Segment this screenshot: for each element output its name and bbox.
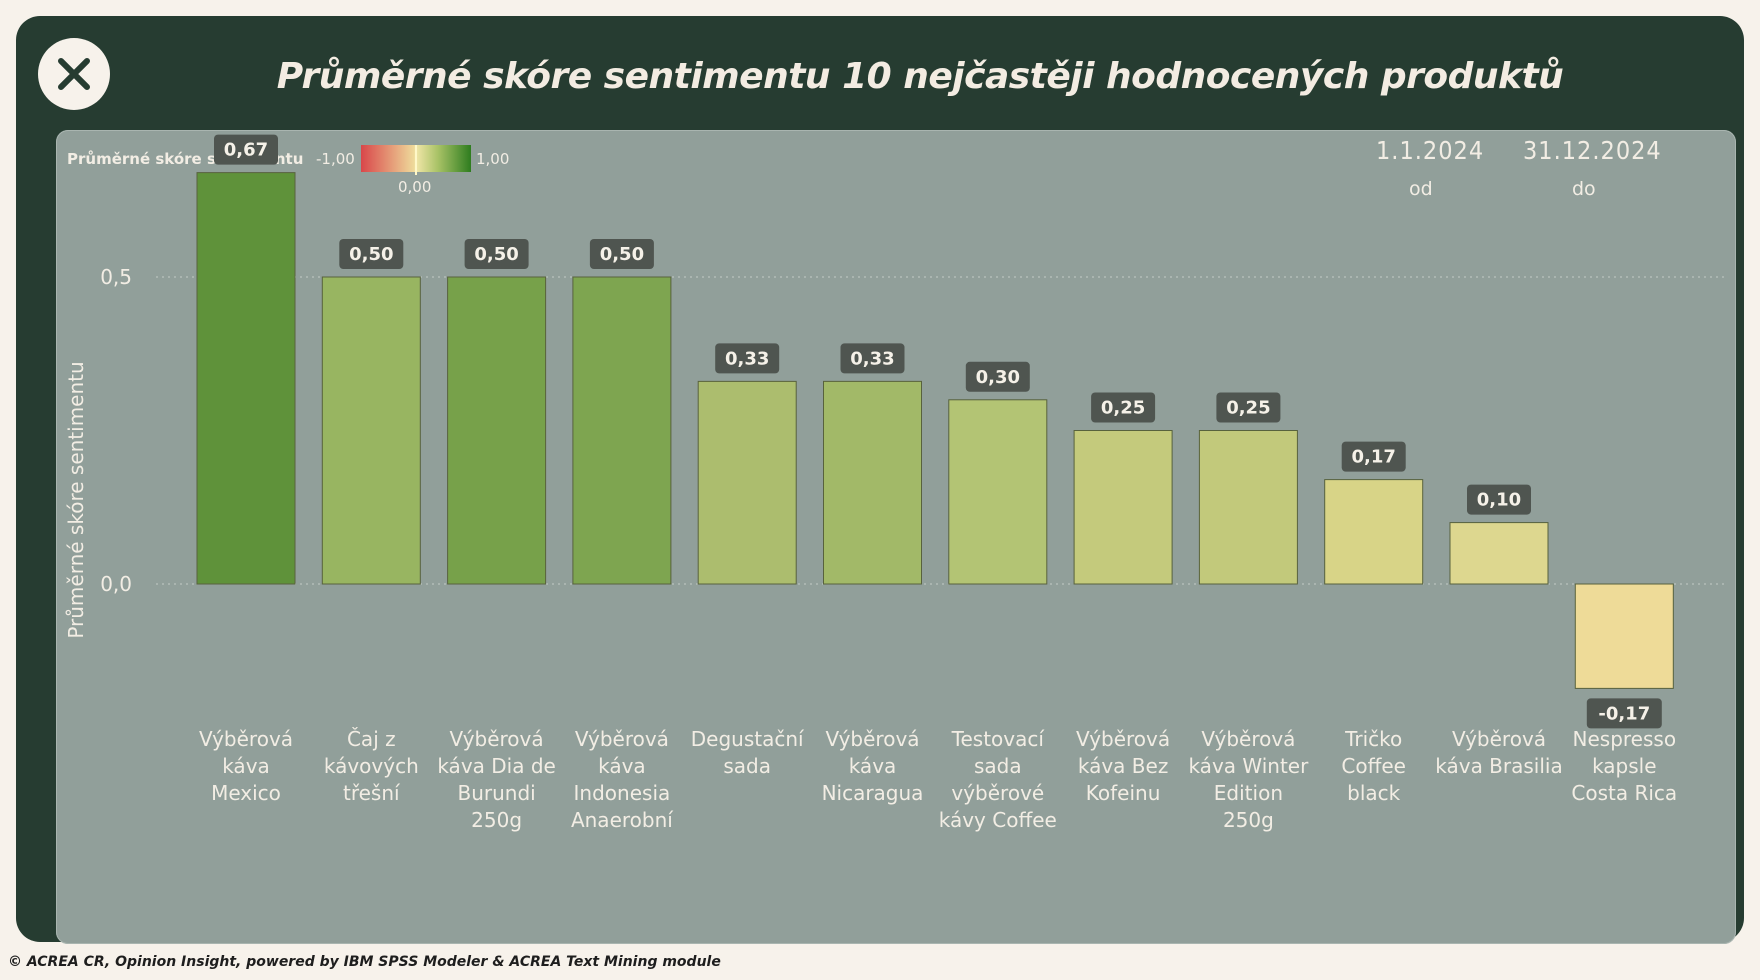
category-label: Testovací sada výběrové kávy Coffee [939, 727, 1057, 832]
bar[interactable] [196, 172, 296, 585]
bar[interactable] [1198, 430, 1298, 585]
legend-mid-tick [415, 145, 417, 175]
legend-min-label: -1,00 [316, 150, 355, 168]
close-button[interactable] [38, 38, 110, 110]
date-from-label: od [1409, 178, 1433, 200]
value-label: 0,25 [1101, 398, 1145, 419]
bar[interactable] [1324, 479, 1424, 585]
y-axis-title: Průměrné skóre sentimentu [64, 361, 88, 638]
category-label: Výběrová káva Indonesia Anaerobní [571, 727, 674, 832]
value-label: 0,30 [976, 367, 1020, 388]
value-label-badge [1091, 392, 1156, 423]
value-label-badge [965, 361, 1030, 392]
value-label: -0,17 [1598, 703, 1650, 724]
value-label-badge [1586, 698, 1662, 729]
value-label-badge [1467, 484, 1531, 515]
value-label-badge [339, 239, 404, 269]
bar[interactable] [572, 276, 672, 585]
date-to-value[interactable]: 31.12.2024 [1523, 136, 1662, 165]
bar[interactable] [823, 380, 922, 585]
category-label: Tričko Coffee black [1341, 727, 1406, 805]
y-tick-label: 0,0 [100, 572, 132, 596]
value-label-badge [840, 343, 905, 374]
close-icon [58, 58, 90, 90]
category-label: Výběrová káva Mexico [199, 727, 293, 805]
value-label: 0,25 [1226, 398, 1270, 419]
value-label-badge [464, 239, 529, 269]
bar[interactable] [1449, 522, 1549, 585]
date-to-label: do [1572, 178, 1596, 200]
bar[interactable] [447, 276, 547, 585]
bar[interactable] [1073, 430, 1173, 585]
legend-mid-label: 0,00 [398, 178, 432, 196]
value-label: 0,33 [725, 348, 769, 369]
bar[interactable] [948, 399, 1048, 585]
category-label: Nespresso kapsle Costa Rica [1571, 727, 1677, 805]
dashboard-frame: Průměrné skóre sentimentu 10 nejčastěji … [16, 16, 1744, 944]
category-label: Výběrová káva Dia de Burundi 250g [437, 727, 556, 832]
value-label: 0,50 [600, 244, 644, 265]
value-label: 0,33 [850, 348, 894, 369]
bar-chart: 0,0 0,5 0,67 Výběrová káva Mexico 0,50 Čaj z ká… [64, 134, 1724, 832]
value-label: 0,17 [1351, 447, 1395, 468]
category-label: Degustační sada [691, 727, 805, 778]
legend-max-label: 1,00 [476, 150, 510, 168]
bar[interactable] [321, 276, 421, 585]
value-label: 0,50 [349, 244, 393, 265]
value-label: 0,67 [224, 140, 268, 161]
value-label-badge [715, 343, 780, 374]
value-label-badge [1216, 392, 1281, 423]
copyright-footer: © ACREA CR, Opinion Insight, powered by … [8, 954, 721, 970]
date-from-value[interactable]: 1.1.2024 [1376, 136, 1485, 165]
category-label: Čaj z kávových třešní [324, 727, 419, 805]
category-label: Výběrová káva Winter Edition 250g [1188, 727, 1309, 832]
value-label-badge [1341, 441, 1406, 472]
category-label: Výběrová káva Brasilia [1435, 727, 1562, 778]
y-tick-label: 0,5 [100, 265, 132, 289]
chart-panel: Průměrné skóre sentimentu -1,00 1,00 0,0… [56, 130, 1736, 944]
category-label: Výběrová káva Bez Kofeinu [1076, 727, 1170, 805]
value-label: 0,10 [1477, 490, 1521, 511]
value-label: 0,50 [474, 244, 518, 265]
bar[interactable] [1574, 583, 1674, 689]
value-label-badge [589, 239, 654, 269]
bar[interactable] [697, 380, 797, 585]
category-label: Výběrová káva Nicaragua [822, 727, 924, 805]
chart-title: Průměrné skóre sentimentu 10 nejčastěji … [276, 56, 1564, 97]
value-label-badge [214, 134, 278, 165]
